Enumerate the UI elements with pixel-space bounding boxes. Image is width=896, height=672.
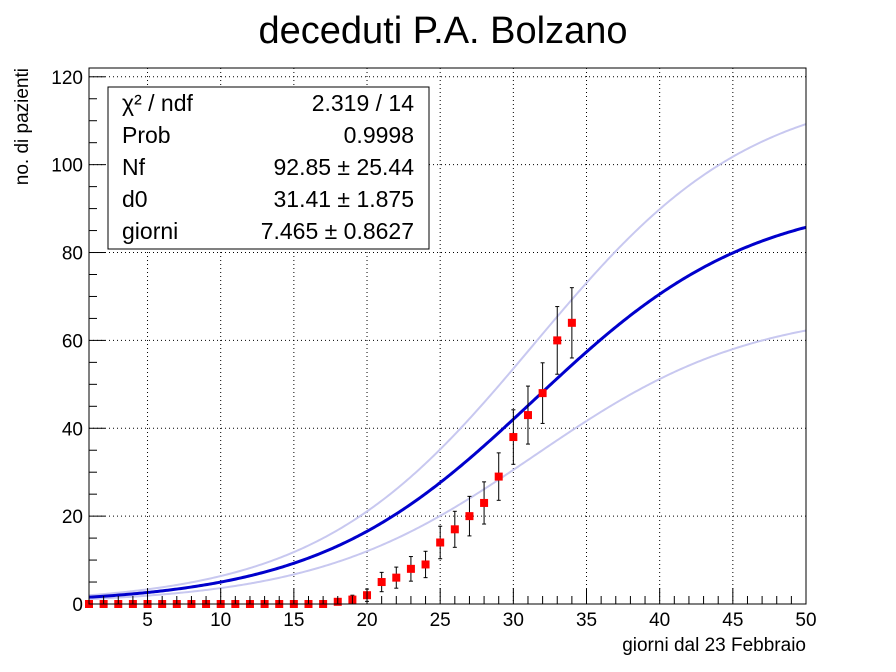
data-point — [392, 566, 401, 589]
point-marker — [553, 336, 562, 345]
plot-border — [88, 67, 807, 605]
confidence-band — [88, 123, 807, 601]
data-point — [480, 481, 489, 525]
chart-title: deceduti P.A. Bolzano — [258, 10, 627, 52]
point-marker — [465, 512, 474, 521]
stats-name: d0 — [122, 186, 148, 212]
data-point — [421, 550, 430, 579]
y-tick-label: 60 — [62, 331, 83, 352]
stats-value: 92.85 ± 25.44 — [273, 154, 414, 180]
data-point — [436, 525, 445, 560]
data-point — [523, 385, 532, 445]
fit-line — [88, 225, 807, 599]
data-point — [494, 452, 503, 501]
stats-name: χ² / ndf — [122, 90, 193, 116]
data-point — [465, 495, 474, 537]
point-marker — [377, 578, 386, 587]
stats-value: 7.465 ± 0.8627 — [261, 218, 414, 244]
point-marker — [494, 472, 503, 481]
x-tick-label: 15 — [283, 610, 304, 631]
stats-name: Nf — [122, 154, 146, 180]
x-tick-label: 20 — [356, 610, 377, 631]
point-marker — [436, 538, 445, 547]
grid — [89, 68, 806, 604]
fit-curve — [88, 225, 807, 599]
data-points — [85, 287, 576, 608]
stats-name: giorni — [122, 218, 178, 244]
data-point — [553, 306, 562, 375]
point-marker — [392, 573, 401, 582]
point-marker — [450, 525, 459, 534]
x-tick-label: 45 — [722, 610, 743, 631]
y-tick-label: 0 — [72, 595, 83, 616]
x-tick-label: 50 — [795, 610, 816, 631]
stats-value: 0.9998 — [344, 122, 414, 148]
y-tick-label: 20 — [62, 507, 83, 528]
y-tick-label: 100 — [51, 156, 83, 177]
point-marker — [567, 318, 576, 327]
x-tick-label: 10 — [210, 610, 231, 631]
y-axis-label: no. di pazienti — [12, 68, 33, 185]
data-point — [406, 556, 415, 582]
point-marker — [480, 498, 489, 507]
axis-ticks: 5 10 15 20 25 30 35 40 45 50 0 20 40 60 80 100 120 — [51, 68, 816, 631]
x-tick-label: 35 — [576, 610, 597, 631]
y-tick-label: 40 — [62, 419, 83, 440]
stats-value: 2.319 / 14 — [312, 90, 415, 116]
data-point — [509, 409, 518, 465]
data-point — [538, 362, 547, 424]
data-point — [377, 571, 386, 593]
y-tick-label: 80 — [62, 244, 83, 265]
stats-name: Prob — [122, 122, 171, 148]
point-marker — [406, 564, 415, 573]
band-lower-line — [88, 329, 807, 601]
band-upper-line — [88, 123, 807, 597]
x-tick-label: 40 — [649, 610, 670, 631]
stats-box: χ² / ndf 2.319 / 14 Prob 0.9998 Nf 92.85 ± 25… — [107, 86, 430, 250]
point-marker — [538, 389, 547, 398]
x-axis-label: giorni dal 23 Febbraio — [622, 635, 806, 656]
data-point — [450, 510, 459, 548]
point-marker — [421, 560, 430, 569]
y-tick-label: 120 — [51, 68, 83, 89]
stats-value: 31.41 ± 1.875 — [273, 186, 414, 212]
plot-frame — [88, 67, 807, 605]
data-point — [567, 287, 576, 359]
x-tick-label: 30 — [503, 610, 524, 631]
point-marker — [523, 411, 532, 420]
x-tick-label: 25 — [430, 610, 451, 631]
point-marker — [509, 433, 518, 442]
x-tick-label: 5 — [142, 610, 153, 631]
stats-frame — [107, 86, 430, 250]
